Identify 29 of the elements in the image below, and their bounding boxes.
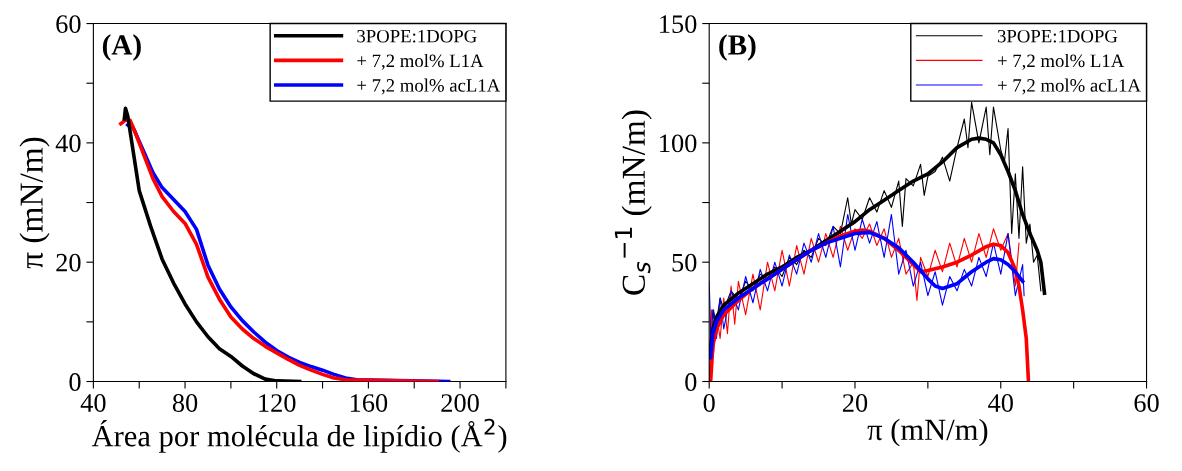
legend-label: + 7,2 mol% acL1A bbox=[357, 78, 501, 95]
x-axis-title: Área por molécula de lipídio (Å$^{2}$) bbox=[91, 418, 507, 453]
x-tick-label: 200 bbox=[441, 394, 479, 412]
x-tick-label: 80 bbox=[172, 394, 198, 412]
x-tick-label: 120 bbox=[259, 394, 296, 412]
annotation: (B) bbox=[719, 34, 756, 61]
y-axis-title: C$_{s}$$^{−1}$ (mN/m) bbox=[614, 110, 652, 295]
y-tick-label: 0 bbox=[685, 373, 697, 391]
y-tick-label: 50 bbox=[672, 253, 697, 272]
legend-label: + 7,2 mol% acL1A bbox=[997, 78, 1141, 95]
y-tick-label: 0 bbox=[69, 373, 81, 391]
y-tick-label: 60 bbox=[56, 15, 81, 33]
x-tick-label: 60 bbox=[1134, 394, 1159, 412]
x-tick-label: 0 bbox=[703, 394, 715, 412]
annotation: (A) bbox=[102, 34, 141, 61]
y-tick-label: 20 bbox=[56, 253, 81, 272]
y-axis-title: π (mN/m) bbox=[19, 137, 50, 269]
x-axis-title: π (mN/m) bbox=[867, 418, 988, 447]
legend-label: + 7,2 mol% L1A bbox=[357, 53, 484, 70]
legend-label: 3POPE:1DOPG bbox=[997, 29, 1118, 43]
y-tick-label: 100 bbox=[660, 134, 697, 153]
y-tick-label: 40 bbox=[55, 134, 81, 153]
x-tick-label: 160 bbox=[350, 394, 388, 412]
x-tick-label: 40 bbox=[988, 394, 1013, 412]
x-tick-label: 40 bbox=[80, 394, 106, 412]
x-tick-label: 20 bbox=[842, 394, 868, 412]
legend-label: 3POPE:1DOPG bbox=[357, 29, 477, 43]
y-tick-label: 150 bbox=[660, 15, 697, 33]
legend-label: + 7,2 mol% L1A bbox=[997, 53, 1125, 70]
